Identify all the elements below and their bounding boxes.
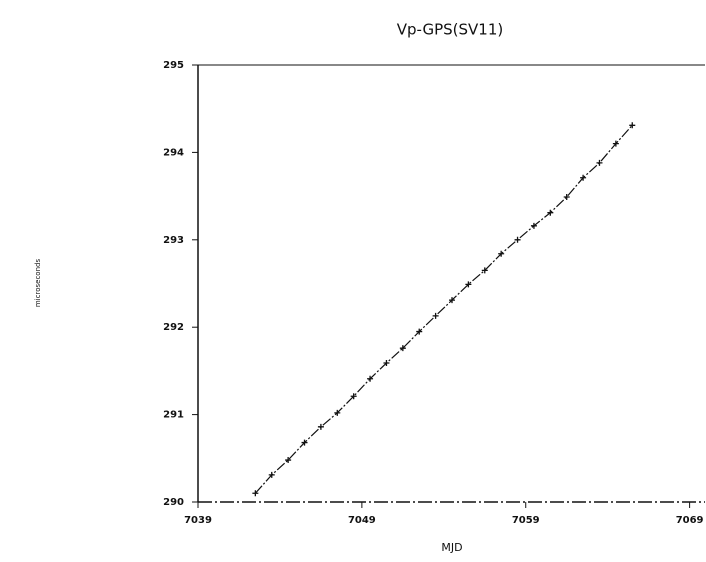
y-tick-label: 291 — [163, 410, 184, 421]
y-tick-label: 294 — [163, 147, 184, 158]
point-marker — [580, 174, 587, 181]
point-marker — [252, 490, 259, 497]
point-marker — [514, 236, 521, 243]
y-tick-label: 292 — [163, 322, 184, 333]
point-marker — [629, 122, 636, 129]
point-marker — [285, 457, 292, 464]
y-axis-label: microseconds — [34, 259, 42, 308]
point-marker — [350, 393, 357, 400]
x-tick-label: 7059 — [512, 515, 540, 526]
x-axis-label: MJD — [441, 541, 462, 554]
y-tick-label: 290 — [163, 497, 184, 508]
point-marker — [432, 312, 439, 319]
x-tick-label: 7049 — [348, 515, 376, 526]
point-marker — [530, 222, 537, 229]
series-line — [254, 124, 633, 494]
point-marker — [498, 250, 505, 257]
chart-title: Vp-GPS(SV11) — [397, 21, 504, 39]
point-marker — [563, 193, 570, 200]
point-marker — [596, 159, 603, 166]
point-marker — [367, 375, 374, 382]
point-marker — [334, 409, 341, 416]
point-marker — [301, 439, 308, 446]
point-marker — [612, 140, 619, 147]
point-marker — [399, 345, 406, 352]
x-tick-label: 7069 — [676, 515, 704, 526]
point-marker — [317, 423, 324, 430]
point-marker — [416, 328, 423, 335]
point-marker — [383, 360, 390, 367]
point-marker — [449, 297, 455, 304]
point-marker — [268, 471, 275, 478]
x-tick-label: 7039 — [184, 515, 212, 526]
y-tick-label: 293 — [163, 235, 184, 246]
point-marker — [481, 267, 488, 274]
point-marker — [547, 209, 554, 216]
point-marker — [465, 281, 472, 288]
y-tick-label: 295 — [163, 60, 184, 71]
